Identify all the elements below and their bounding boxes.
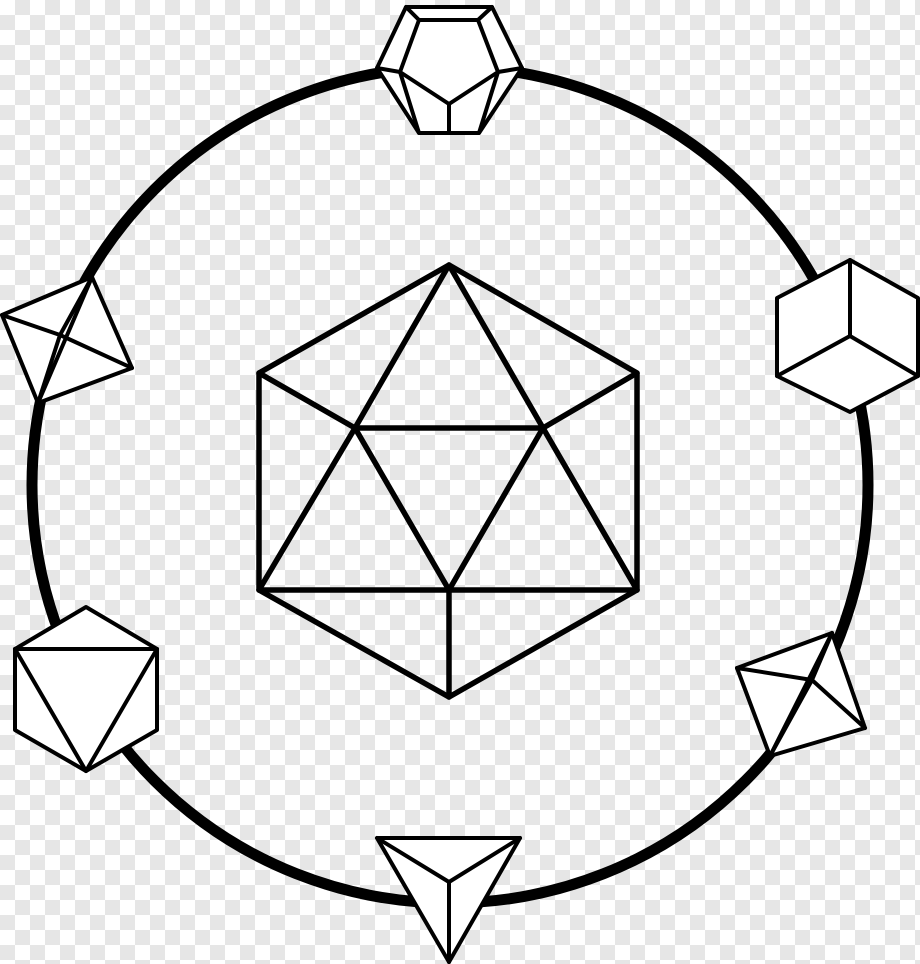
octahedron-left-icon [0,275,134,405]
octahedron-icon [735,631,867,758]
cube-icon [775,258,920,414]
dodecahedron-icon [375,5,524,135]
orbit-ring [26,61,874,909]
icosahedron-small-icon [13,605,159,773]
tetrahedron-icon [375,836,522,964]
icosahedron-icon [256,262,640,700]
